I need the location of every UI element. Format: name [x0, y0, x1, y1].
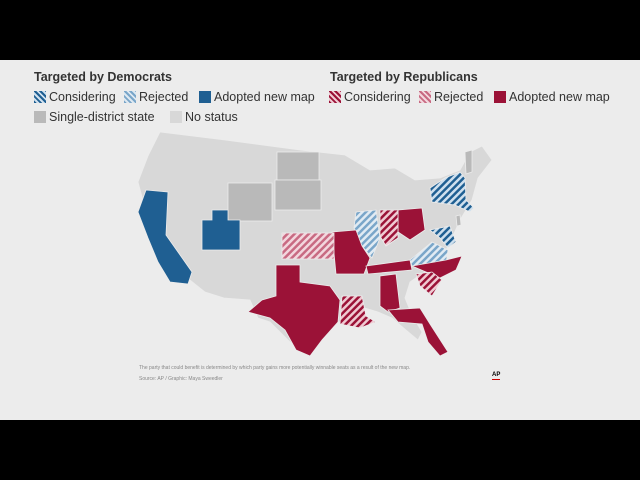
rep-adopted-swatch	[494, 91, 506, 103]
legend-dem-adopted: Adopted new map	[199, 90, 315, 104]
legend-label: Rejected	[434, 90, 484, 104]
legend-rep-adopted: Adopted new map	[494, 90, 610, 104]
state-north-dakota	[276, 151, 320, 181]
state-vermont	[464, 149, 473, 175]
dem-rejected-swatch	[124, 91, 136, 103]
rep-considering-swatch	[329, 91, 341, 103]
state-florida	[387, 307, 449, 357]
legend-label: No status	[185, 110, 238, 124]
state-louisiana	[339, 295, 377, 329]
no-status-swatch	[170, 111, 182, 123]
state-south-carolina	[415, 271, 443, 297]
state-kansas	[281, 232, 335, 260]
state-texas	[247, 264, 341, 357]
legend-label: Adopted new map	[214, 90, 315, 104]
legend-label: Single-district state	[49, 110, 155, 124]
legend-dem-rejected: Rejected	[124, 90, 188, 104]
legend-label: Adopted new map	[509, 90, 610, 104]
state-south-dakota	[274, 179, 322, 211]
state-california	[137, 189, 193, 285]
legend-label: Rejected	[139, 90, 189, 104]
state-virginia	[409, 241, 449, 267]
rep-rejected-swatch	[419, 91, 431, 103]
state-new-york	[429, 171, 475, 213]
dem-adopted-swatch	[199, 91, 211, 103]
source-credit: Source: AP / Graphic: Maya Sweedler	[139, 376, 223, 382]
state-illinois	[353, 209, 381, 259]
map-graphic-panel: Targeted by Democrats Targeted by Republ…	[0, 60, 640, 420]
legend-rep-considering: Considering	[329, 90, 411, 104]
us-map	[137, 131, 493, 357]
legend-republicans-title: Targeted by Republicans	[330, 70, 478, 84]
legend-democrats-title: Targeted by Democrats	[34, 70, 173, 84]
footnote: The party that could benefit is determin…	[139, 365, 411, 371]
legend-label: Considering	[49, 90, 116, 104]
legend-label: Considering	[344, 90, 411, 104]
legend-rep-rejected: Rejected	[419, 90, 483, 104]
legend-single-district: Single-district state	[34, 110, 155, 124]
state-wyoming	[227, 182, 273, 222]
state-missouri	[331, 229, 371, 275]
dem-considering-swatch	[34, 91, 46, 103]
state-utah	[201, 209, 241, 251]
legend-no-status: No status	[170, 110, 238, 124]
state-delaware	[455, 214, 462, 227]
state-maryland	[429, 225, 457, 249]
state-indiana	[379, 209, 399, 247]
state-tennessee	[365, 259, 413, 275]
single-district-swatch	[34, 111, 46, 123]
ap-logo: AP	[492, 372, 501, 380]
state-alabama	[379, 273, 401, 313]
legend-dem-considering: Considering	[34, 90, 116, 104]
state-north-carolina	[410, 255, 463, 279]
